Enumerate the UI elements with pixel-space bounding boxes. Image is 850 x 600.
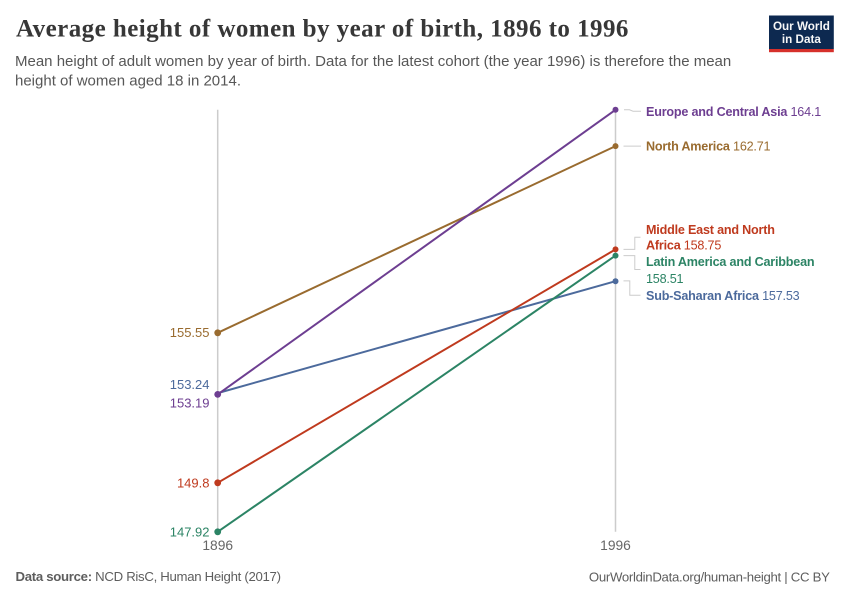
svg-text:Mean height of adult women by: Mean height of adult women by year of bi… [15, 53, 731, 70]
svg-text:153.19: 153.19 [170, 396, 210, 411]
svg-text:1996: 1996 [600, 538, 631, 553]
svg-text:Sub-Saharan Africa 157.53: Sub-Saharan Africa 157.53 [646, 289, 800, 303]
svg-text:153.24: 153.24 [170, 377, 210, 392]
svg-text:Our World: Our World [773, 20, 830, 33]
svg-text:Average height of women by yea: Average height of women by year of birth… [16, 16, 629, 43]
svg-text:158.51: 158.51 [646, 272, 684, 286]
svg-text:height of women aged 18 in 201: height of women aged 18 in 2014. [15, 73, 241, 90]
svg-text:Middle East and North: Middle East and North [646, 223, 775, 237]
svg-text:Africa 158.75: Africa 158.75 [646, 238, 721, 252]
svg-text:149.8: 149.8 [177, 475, 210, 490]
svg-text:Latin America and Caribbean: Latin America and Caribbean [646, 255, 814, 269]
svg-text:OurWorldinData.org/human-heigh: OurWorldinData.org/human-height | CC BY [589, 570, 830, 585]
svg-text:1896: 1896 [202, 538, 233, 553]
svg-text:147.92: 147.92 [170, 524, 210, 539]
svg-text:Data source: NCD RisC, Human H: Data source: NCD RisC, Human Height (201… [16, 569, 281, 584]
svg-text:in Data: in Data [782, 33, 821, 46]
svg-text:Europe and Central Asia 164.1: Europe and Central Asia 164.1 [646, 105, 821, 119]
svg-text:North America 162.71: North America 162.71 [646, 140, 771, 154]
svg-text:155.55: 155.55 [170, 325, 210, 340]
